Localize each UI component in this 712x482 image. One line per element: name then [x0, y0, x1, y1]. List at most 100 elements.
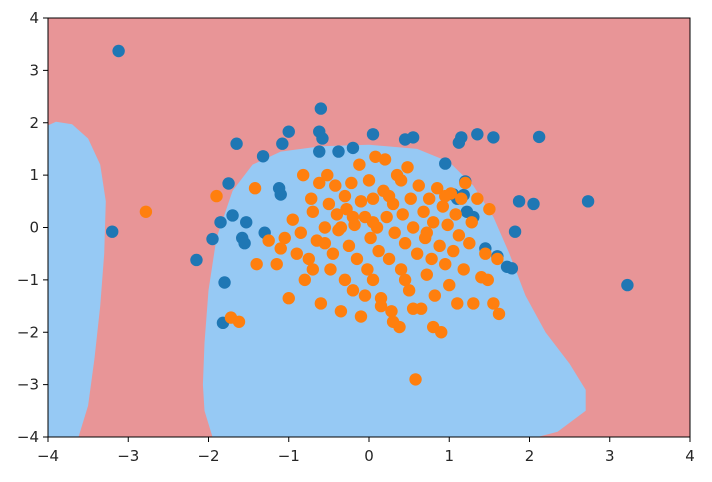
point-series-1-31: [334, 305, 348, 318]
y-axis: −4 −3 −2 −1 0 1 2 3 4: [17, 9, 48, 446]
point-series-1-97: [467, 297, 480, 310]
point-series-1-32: [338, 189, 352, 203]
point-series-1-55: [380, 210, 393, 224]
point-series-0-12: [190, 253, 203, 267]
point-series-1-77: [425, 252, 438, 266]
point-series-0-30: [452, 136, 466, 149]
point-series-1-83: [436, 200, 450, 213]
point-series-1-75: [420, 268, 433, 281]
point-series-1-84: [439, 257, 452, 271]
point-series-1-8: [274, 242, 287, 255]
x-tick-label: −4: [37, 447, 59, 465]
point-series-0-24: [346, 141, 360, 155]
y-tick-label: −2: [17, 323, 39, 341]
point-series-1-71: [412, 179, 425, 192]
point-series-0-16: [240, 216, 253, 229]
point-series-1-67: [404, 192, 417, 205]
point-series-0-10: [214, 216, 227, 229]
point-series-1-45: [362, 174, 376, 187]
point-series-0-27: [406, 131, 420, 144]
point-series-1-110: [374, 299, 388, 313]
point-series-0-33: [532, 130, 546, 144]
point-series-1-68: [406, 221, 420, 234]
point-series-1-73: [417, 205, 430, 218]
point-series-1-102: [487, 297, 500, 310]
point-series-0-31: [471, 128, 484, 141]
point-series-1-12: [290, 247, 303, 260]
point-series-1-109: [358, 289, 372, 302]
point-series-1-90: [451, 297, 464, 310]
point-series-1-93: [457, 263, 470, 276]
point-series-1-117: [398, 273, 412, 287]
point-series-1-26: [324, 263, 337, 276]
point-series-0-23: [332, 145, 345, 158]
point-series-1-40: [353, 158, 366, 171]
x-axis: −4 −3 −2 −1 0 1 2 3 4: [37, 437, 695, 465]
point-series-1-27: [326, 247, 340, 260]
point-series-1-78: [427, 216, 440, 229]
point-series-0-47: [581, 195, 595, 208]
point-series-1-25: [322, 197, 336, 211]
point-series-0-7: [256, 150, 270, 163]
point-series-0-8: [230, 137, 243, 150]
point-series-1-15: [298, 273, 311, 287]
point-series-1-23: [318, 237, 332, 250]
point-series-1-96: [465, 216, 478, 229]
point-series-1-113: [394, 174, 408, 187]
point-series-1-57: [385, 305, 398, 318]
point-series-1-44: [361, 263, 374, 276]
point-series-1-115: [306, 263, 320, 276]
points-layer: [106, 44, 634, 386]
point-series-1-1: [210, 189, 223, 203]
point-series-1-118: [420, 226, 433, 239]
point-series-1-81: [433, 239, 446, 253]
point-series-0-48: [621, 278, 634, 292]
point-series-1-64: [398, 237, 412, 250]
point-series-1-5: [250, 257, 263, 271]
point-series-1-63: [396, 208, 409, 221]
point-series-1-101: [483, 202, 496, 216]
point-series-0-1: [106, 225, 119, 238]
point-series-1-21: [314, 297, 328, 310]
point-series-1-104: [492, 307, 506, 321]
point-series-1-0: [139, 205, 153, 218]
point-series-1-92: [455, 192, 468, 205]
y-tick-label: 4: [29, 9, 39, 27]
point-series-1-108: [386, 315, 400, 328]
point-series-1-65: [401, 161, 414, 174]
x-tick-label: −2: [197, 447, 219, 465]
point-series-1-95: [463, 237, 476, 250]
point-series-1-88: [447, 244, 460, 258]
y-tick-label: −1: [17, 271, 39, 289]
point-series-0-22: [313, 145, 326, 158]
point-series-1-49: [369, 150, 382, 163]
point-series-0-43: [505, 262, 519, 275]
point-series-1-66: [402, 284, 416, 297]
point-series-1-14: [296, 168, 310, 182]
point-series-1-16: [302, 252, 316, 266]
point-series-1-48: [366, 273, 380, 287]
point-series-0-13: [226, 209, 239, 222]
y-tick-label: 2: [29, 114, 39, 132]
point-series-0-15: [238, 237, 251, 250]
point-series-1-4: [248, 182, 262, 195]
point-series-1-6: [262, 234, 275, 247]
point-series-0-19: [274, 188, 287, 201]
point-series-0-32: [487, 131, 500, 144]
y-tick-label: 1: [29, 166, 39, 184]
point-series-1-116: [334, 221, 348, 234]
y-tick-label: 3: [29, 61, 39, 79]
point-series-1-111: [346, 210, 360, 224]
point-series-1-22: [318, 221, 332, 234]
point-series-1-112: [382, 189, 396, 203]
point-series-1-59: [388, 226, 401, 239]
point-series-0-6: [276, 137, 289, 150]
point-series-1-79: [428, 289, 442, 302]
point-series-1-114: [439, 189, 452, 203]
y-tick-label: −3: [17, 376, 39, 394]
point-series-1-39: [350, 252, 364, 266]
point-series-1-54: [378, 153, 392, 166]
point-series-0-25: [366, 128, 380, 141]
point-series-1-91: [452, 229, 466, 242]
point-series-1-100: [479, 247, 492, 260]
